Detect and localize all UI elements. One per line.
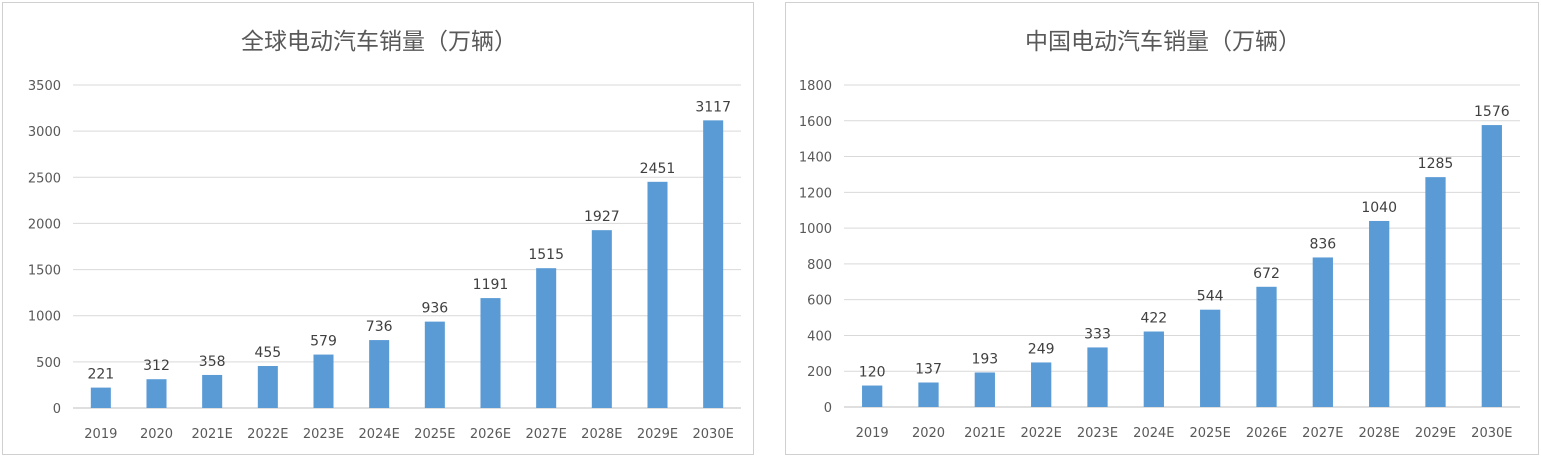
- y-tick-label: 2500: [28, 171, 61, 186]
- bar: [1481, 125, 1502, 408]
- x-tick-label: 2029E: [1415, 426, 1456, 441]
- x-tick-label: 2026E: [1246, 426, 1287, 441]
- x-tick-label: 2020: [912, 426, 945, 441]
- x-tick-label: 2030E: [1471, 426, 1512, 441]
- bar: [369, 340, 390, 408]
- data-label: 1515: [528, 247, 564, 263]
- x-tick-label: 2021E: [964, 426, 1005, 441]
- x-tick-label: 2025E: [414, 427, 455, 442]
- china-ev-sales-chart: 中国电动汽车销量（万辆） 0 200 400 600 800 1000 1200 1400 16…: [799, 29, 1520, 441]
- bar: [591, 230, 612, 408]
- data-label: 544: [1197, 289, 1224, 305]
- x-tick-label: 2019: [84, 427, 117, 442]
- y-tick-label: 1200: [799, 186, 832, 201]
- data-label: 936: [421, 301, 448, 317]
- bar: [1143, 331, 1164, 407]
- x-tick-label: 2025E: [1190, 426, 1231, 441]
- y-tick-label: 0: [824, 401, 832, 416]
- bar: [862, 385, 883, 407]
- y-tick-label: 3500: [28, 79, 61, 94]
- y-tick-label: 1600: [799, 115, 832, 130]
- y-tick-label: 1000: [28, 310, 61, 325]
- y-tick-label: 1500: [28, 264, 61, 279]
- x-tick-label: 2022E: [1021, 426, 1062, 441]
- data-label: 2451: [640, 161, 676, 177]
- bar: [974, 372, 995, 407]
- bar: [1369, 220, 1390, 407]
- bar: [918, 382, 939, 407]
- bar: [1087, 347, 1108, 407]
- x-tick-label: 2028E: [1359, 426, 1400, 441]
- x-tick-label: 2030E: [693, 427, 734, 442]
- x-tick-label: 2019: [856, 426, 889, 441]
- bar: [424, 321, 445, 408]
- data-label: 579: [310, 334, 337, 350]
- data-label: 1040: [1361, 200, 1397, 216]
- data-label: 312: [143, 358, 170, 374]
- x-tick-label: 2027E: [1302, 426, 1343, 441]
- global-ev-sales-chart-panel: 全球电动汽车销量（万辆） 0 500 1000 1500 2000 2500 3000 350…: [2, 2, 754, 455]
- data-label: 358: [199, 354, 226, 370]
- bar: [257, 366, 278, 408]
- chart-title: 中国电动汽车销量（万辆）: [1025, 29, 1301, 55]
- y-tick-label: 2000: [28, 217, 61, 232]
- y-tick-label: 3000: [28, 125, 61, 140]
- x-tick-label: 2023E: [1077, 426, 1118, 441]
- data-label: 1285: [1418, 156, 1454, 172]
- data-label: 333: [1084, 326, 1111, 342]
- x-tick-label: 2026E: [470, 427, 511, 442]
- y-tick-label: 400: [807, 329, 832, 344]
- data-label: 249: [1028, 341, 1055, 357]
- x-tick-label: 2020: [140, 427, 173, 442]
- y-tick-label: 600: [807, 294, 832, 309]
- x-tick-label: 2024E: [359, 427, 400, 442]
- y-tick-label: 500: [36, 356, 61, 371]
- data-label: 836: [1309, 236, 1336, 252]
- y-tick-label: 1000: [799, 222, 832, 237]
- data-label: 422: [1140, 311, 1167, 327]
- bar: [536, 268, 557, 408]
- bar: [202, 374, 223, 408]
- data-label: 120: [859, 365, 886, 381]
- data-label: 221: [87, 367, 114, 383]
- bar: [90, 387, 111, 408]
- bar: [1256, 286, 1277, 407]
- bar: [647, 181, 668, 408]
- data-label: 455: [254, 345, 281, 361]
- bar: [1312, 257, 1333, 407]
- bar: [1031, 362, 1052, 407]
- data-label: 193: [971, 351, 998, 367]
- china-ev-sales-chart-panel: 中国电动汽车销量（万辆） 0 200 400 600 800 1000 1200 1400 16…: [785, 2, 1539, 455]
- x-tick-label: 2021E: [192, 427, 233, 442]
- bar: [1200, 309, 1221, 407]
- data-label: 736: [366, 319, 393, 335]
- y-tick-label: 800: [807, 258, 832, 273]
- bar: [146, 379, 167, 408]
- x-tick-label: 2028E: [581, 427, 622, 442]
- y-tick-label: 0: [53, 402, 61, 417]
- x-tick-label: 2024E: [1133, 426, 1174, 441]
- x-tick-label: 2022E: [247, 427, 288, 442]
- x-tick-label: 2027E: [526, 427, 567, 442]
- data-label: 1191: [473, 277, 509, 293]
- x-tick-label: 2029E: [637, 427, 678, 442]
- y-tick-label: 1800: [799, 79, 832, 94]
- chart-title: 全球电动汽车销量（万辆）: [241, 29, 517, 55]
- data-label: 672: [1253, 266, 1280, 282]
- y-tick-label: 1400: [799, 151, 832, 166]
- data-label: 3117: [695, 99, 731, 115]
- bar: [1425, 177, 1446, 407]
- data-label: 137: [915, 361, 942, 377]
- data-label: 1576: [1474, 104, 1510, 120]
- x-tick-label: 2023E: [303, 427, 344, 442]
- data-label: 1927: [584, 209, 620, 225]
- global-ev-sales-chart: 全球电动汽车销量（万辆） 0 500 1000 1500 2000 2500 3000 350…: [28, 29, 741, 442]
- bar: [703, 120, 724, 408]
- y-tick-label: 200: [807, 365, 832, 380]
- bar: [480, 298, 501, 408]
- bar: [313, 354, 334, 408]
